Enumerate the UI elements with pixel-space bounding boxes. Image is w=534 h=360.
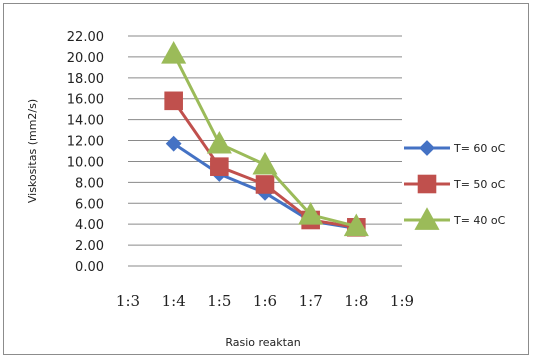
data-point [164,91,183,111]
y-tick-label: 8.00 [75,176,104,191]
data-point [298,202,324,225]
data-point [210,157,229,176]
data-point [206,130,232,154]
y-tick-label: 16.00 [67,93,104,108]
y-tick-label: 22.00 [67,30,104,45]
legend-label: T= 40 oC [453,214,506,227]
y-tick-label: 14.00 [67,114,104,129]
legend-marker [419,140,435,156]
y-axis-title: Viskositas (mm2/s) [26,99,39,203]
legend-marker [414,207,440,230]
data-point [252,151,278,175]
x-tick-label: 1:8 [344,292,368,310]
y-tick-label: 6.00 [75,197,104,212]
y-tick-label: 2.00 [75,239,104,254]
legend-label: T= 60 oC [453,142,506,155]
x-tick-label: 1:3 [116,292,140,310]
data-point [343,213,369,237]
data-point [255,175,275,194]
y-tick-label: 0.00 [75,260,104,275]
x-axis-title: Rasio reaktan [225,336,300,349]
y-tick-label: 12.00 [67,135,104,150]
data-point [161,41,187,64]
x-tick-label: 1:7 [299,292,323,310]
y-tick-label: 4.00 [75,218,104,233]
legend-label: T= 50 oC [453,178,506,191]
x-tick-label: 1:9 [390,292,414,310]
y-tick-label: 10.00 [67,155,104,170]
x-tick-label: 1:4 [162,292,186,310]
x-tick-label: 1:6 [253,292,277,310]
data-point [165,135,182,152]
y-tick-label: 20.00 [67,51,104,66]
y-tick-label: 18.00 [67,72,104,87]
x-tick-label: 1:5 [207,292,231,310]
legend-marker [417,174,437,194]
